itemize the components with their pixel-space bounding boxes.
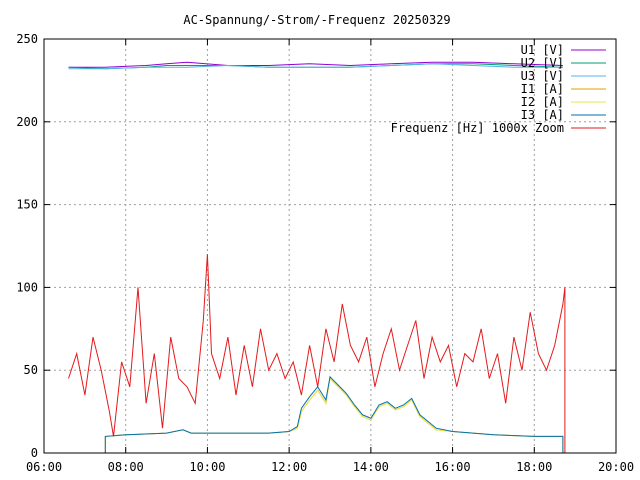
legend-label: U2 [V] [521, 56, 564, 70]
series-line-1 [68, 61, 563, 68]
series-line-4 [104, 377, 564, 453]
y-tick-label: 150 [16, 198, 38, 212]
legend-label: I1 [A] [521, 82, 564, 96]
series-line-3 [68, 63, 563, 70]
series-line-6 [104, 375, 564, 453]
legend-label: I2 [A] [521, 95, 564, 109]
chart-title: AC-Spannung/-Strom/-Frequenz 20250329 [183, 13, 450, 27]
x-tick-label: 20:00 [598, 460, 634, 474]
legend: U1 [V]U2 [V]U3 [V]I1 [A]I2 [A]I3 [A]Freq… [391, 43, 606, 135]
grid [44, 39, 616, 453]
x-tick-label: 14:00 [353, 460, 389, 474]
series-line-7 [68, 254, 566, 453]
y-tick-label: 100 [16, 280, 38, 294]
x-tick-label: 16:00 [435, 460, 471, 474]
y-tick-label: 200 [16, 115, 38, 129]
legend-label: U3 [V] [521, 69, 564, 83]
y-tick-label: 250 [16, 32, 38, 46]
legend-label: U1 [V] [521, 43, 564, 57]
legend-label: Frequenz [Hz] 1000x Zoom [391, 121, 564, 135]
x-tick-label: 10:00 [189, 460, 225, 474]
legend-label: I3 [A] [521, 108, 564, 122]
y-tick-label: 50 [24, 363, 38, 377]
x-tick-label: 06:00 [26, 460, 62, 474]
x-tick-label: 12:00 [271, 460, 307, 474]
series-lines [68, 61, 566, 453]
x-axis-ticks: 06:00 08:00 10:00 12:00 14:00 16:00 18:00 20:00 [26, 39, 634, 474]
series-line-5 [104, 377, 564, 453]
y-axis-ticks: 0 50 100 150 200 250 [16, 32, 616, 460]
x-tick-label: 08:00 [108, 460, 144, 474]
plot-frame [43, 38, 617, 454]
y-tick-label: 0 [31, 446, 38, 460]
x-tick-label: 18:00 [516, 460, 552, 474]
